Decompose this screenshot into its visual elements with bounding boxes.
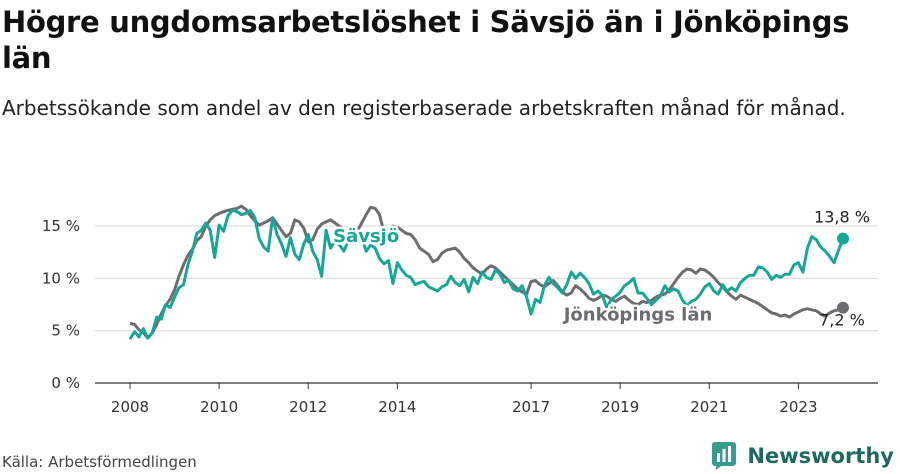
x-tick-label: 2012 <box>289 398 327 416</box>
newsworthy-icon <box>712 442 737 470</box>
brand-logo[interactable]: Newsworthy <box>712 442 894 470</box>
series-name-label: Sävsjö <box>333 226 399 247</box>
y-tick-label: 15 % <box>42 217 80 235</box>
series-end-dot <box>837 232 849 245</box>
y-tick-label: 5 % <box>51 322 80 340</box>
x-tick-label: 2014 <box>378 398 416 416</box>
series-end-label: 7,2 % <box>819 311 865 330</box>
x-tick-label: 2008 <box>111 398 149 416</box>
series-end-dot <box>837 301 849 314</box>
source-note: Källa: Arbetsförmedlingen <box>2 453 197 471</box>
series-labels: 13,8 % Sävsjö 7,2 % Jönköpings län <box>331 208 870 330</box>
y-tick-label: 10 % <box>42 269 80 287</box>
y-axis: 0 % 5 % 10 % 15 % <box>42 217 80 392</box>
x-tick-label: 2021 <box>690 398 728 416</box>
series-end-label: 13,8 % <box>814 208 870 227</box>
chart-subtitle: Arbetssökande som andel av den registerb… <box>2 96 846 120</box>
x-tick-label: 2017 <box>512 398 550 416</box>
x-tick-label: 2023 <box>779 398 817 416</box>
brand-name: Newsworthy <box>747 444 894 468</box>
x-axis: 2008 2010 2012 2014 2017 2019 2021 2023 <box>111 383 818 416</box>
x-tick-label: 2019 <box>601 398 639 416</box>
chart-title: Högre ungdomsarbetslöshet i Sävsjö än i … <box>2 5 850 75</box>
series-line <box>128 208 845 340</box>
series-lines <box>128 204 849 340</box>
y-tick-label: 0 % <box>51 374 80 392</box>
x-tick-label: 2010 <box>200 398 238 416</box>
series-name-label: Jönköpings län <box>562 305 713 326</box>
